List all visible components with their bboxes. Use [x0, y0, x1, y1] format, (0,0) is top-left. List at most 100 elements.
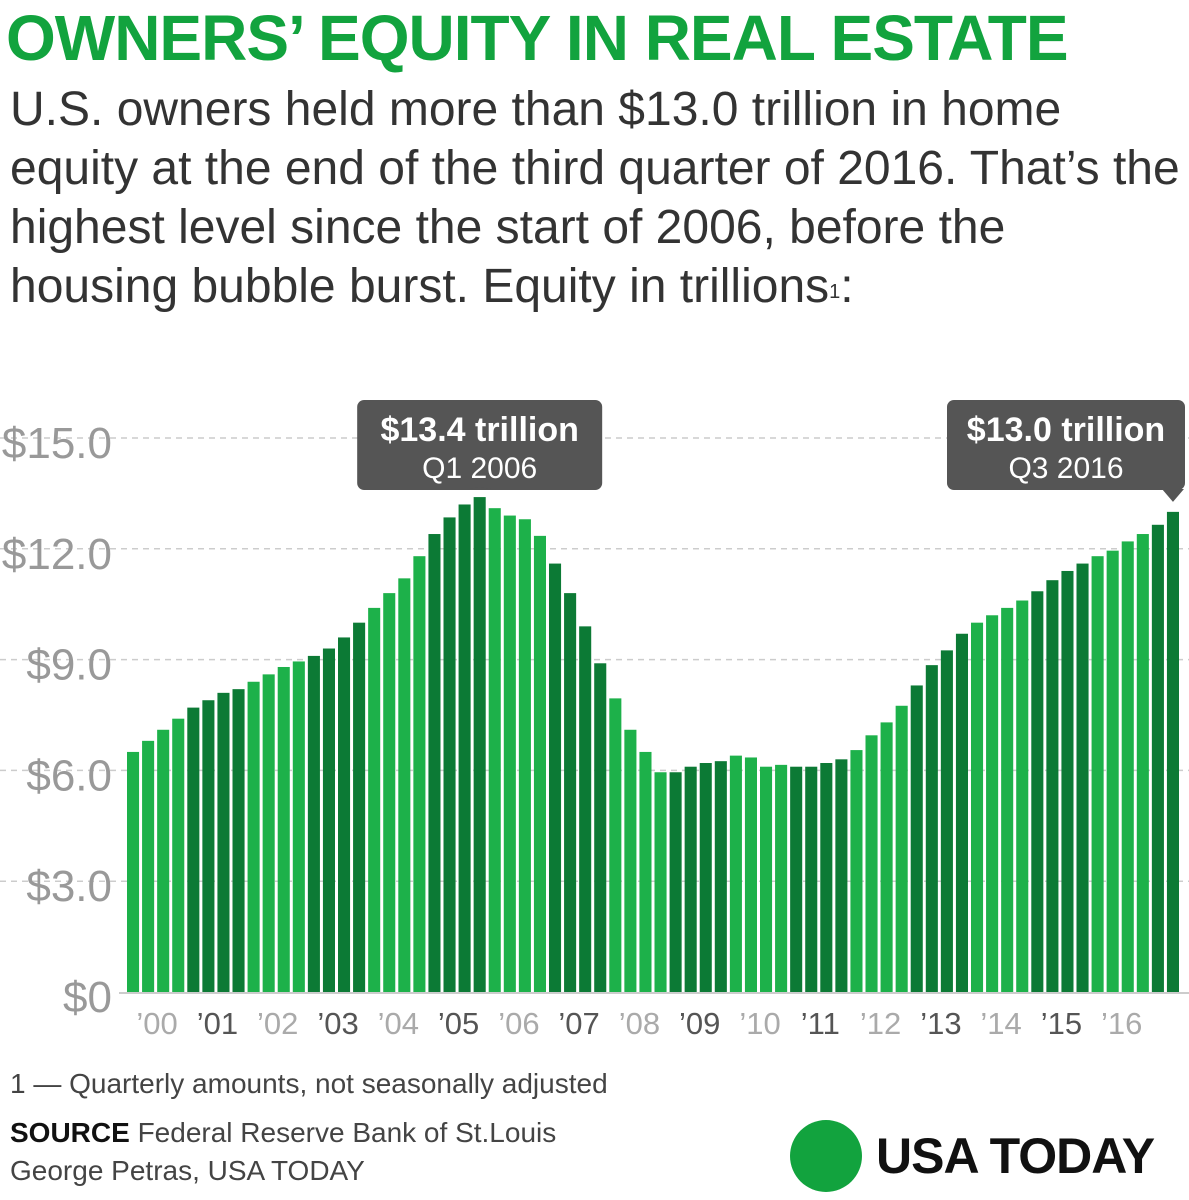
callout-label: Q3 2016 — [1008, 452, 1123, 485]
x-tick-label: ’08 — [619, 1006, 660, 1041]
bar — [1016, 600, 1029, 992]
bar — [428, 534, 441, 992]
bar — [488, 508, 501, 992]
x-tick-label: ’10 — [739, 1006, 780, 1041]
source-line: SOURCE Federal Reserve Bank of St.Louis — [10, 1117, 556, 1149]
x-tick-label: ’12 — [860, 1006, 901, 1041]
x-tick-label: ’13 — [920, 1006, 961, 1041]
bar — [820, 763, 833, 992]
chart-title: OWNERS’ EQUITY IN REAL ESTATE — [6, 2, 1068, 74]
subtitle-text: U.S. owners held more than $13.0 trillio… — [10, 83, 1180, 313]
bar — [865, 735, 878, 992]
bar — [232, 689, 245, 992]
bars — [119, 497, 1189, 994]
y-tick-label: $12.0 — [2, 530, 112, 579]
callout-pointer — [468, 487, 491, 489]
bar — [910, 685, 923, 992]
bar — [383, 593, 396, 992]
bar — [202, 700, 215, 992]
x-tick-label: ’02 — [257, 1006, 298, 1041]
bar — [549, 563, 562, 992]
x-tick-label: ’00 — [136, 1006, 177, 1041]
bar — [473, 497, 486, 992]
bar — [1106, 550, 1119, 992]
callout-box — [947, 400, 1185, 490]
bar — [1091, 556, 1104, 992]
x-tick-label: ’03 — [317, 1006, 358, 1041]
x-axis-ticks: ’00 ’01 ’02 ’03 ’04 ’05 ’06 ’07 ’08 ’09 ’10 ’11 ’12 ’… — [136, 1006, 1142, 1041]
bar — [503, 515, 516, 992]
bar — [307, 655, 320, 992]
bar — [684, 766, 697, 992]
source-label: SOURCE — [10, 1117, 130, 1148]
x-tick-label: ’07 — [558, 1006, 599, 1041]
x-tick-label: ’11 — [801, 1006, 840, 1041]
bar — [338, 637, 351, 992]
bar — [187, 707, 200, 992]
bar — [1046, 580, 1059, 992]
bar — [579, 626, 592, 992]
bar — [940, 650, 953, 992]
callout-value: $13.4 trillion — [380, 411, 578, 449]
bar — [639, 751, 652, 992]
x-tick-label: ’05 — [438, 1006, 479, 1041]
bar — [1136, 534, 1149, 992]
logo-text: USA TODAY — [876, 1128, 1155, 1184]
bar — [971, 622, 984, 992]
bar — [805, 766, 818, 992]
bar — [1166, 511, 1179, 992]
bar — [322, 648, 335, 992]
bar — [533, 535, 546, 992]
x-tick-label: ’14 — [980, 1006, 1021, 1041]
source-text: Federal Reserve Bank of St.Louis — [129, 1117, 557, 1148]
bar — [925, 665, 938, 992]
bar — [775, 764, 788, 992]
y-tick-label: $3.0 — [26, 862, 112, 911]
subtitle-footnote-marker: 1 — [829, 281, 841, 303]
callout-value: $13.0 trillion — [967, 411, 1165, 449]
bar — [654, 772, 667, 992]
bar — [699, 763, 712, 992]
footnote: 1 — Quarterly amounts, not seasonally ad… — [10, 1068, 608, 1099]
bar — [986, 615, 999, 992]
bar — [443, 517, 456, 992]
y-axis-ticks: $0 $3.0 $6.0 $9.0 $12.0 $15.0 — [2, 419, 112, 1022]
x-tick-label: ’04 — [378, 1006, 419, 1041]
y-tick-label: $9.0 — [26, 641, 112, 690]
x-tick-label: ’01 — [197, 1006, 238, 1041]
bar — [277, 666, 290, 992]
bar — [518, 519, 531, 992]
equity-bar-chart: $0 $3.0 $6.0 $9.0 $12.0 $15.0 ’00 ’01 ’02 ’03 ’04… — [0, 400, 1189, 1041]
bar — [669, 772, 682, 992]
bar — [172, 718, 185, 992]
x-tick-label: ’09 — [679, 1006, 720, 1041]
bar — [744, 757, 757, 992]
bar — [458, 504, 471, 992]
bar — [955, 633, 968, 992]
bar — [142, 740, 155, 992]
y-tick-label: $15.0 — [2, 419, 112, 468]
bar — [217, 692, 230, 992]
y-tick-label: $6.0 — [26, 751, 112, 800]
bar — [1151, 524, 1164, 992]
bar — [760, 766, 773, 992]
bar — [594, 663, 607, 992]
bar — [790, 766, 803, 992]
bar — [262, 674, 275, 992]
usa-today-logo: USA TODAY — [790, 1120, 1155, 1192]
x-tick-label: ’06 — [498, 1006, 539, 1041]
bar — [714, 761, 727, 992]
credit-line: George Petras, USA TODAY — [10, 1155, 365, 1186]
bar — [292, 661, 305, 992]
bar — [1076, 563, 1089, 992]
chart-subtitle: U.S. owners held more than $13.0 trillio… — [10, 80, 1180, 316]
bar — [564, 593, 577, 992]
bar — [895, 705, 908, 992]
bar — [398, 578, 411, 992]
bar — [247, 681, 260, 992]
bar — [880, 722, 893, 992]
bar — [1061, 570, 1074, 992]
